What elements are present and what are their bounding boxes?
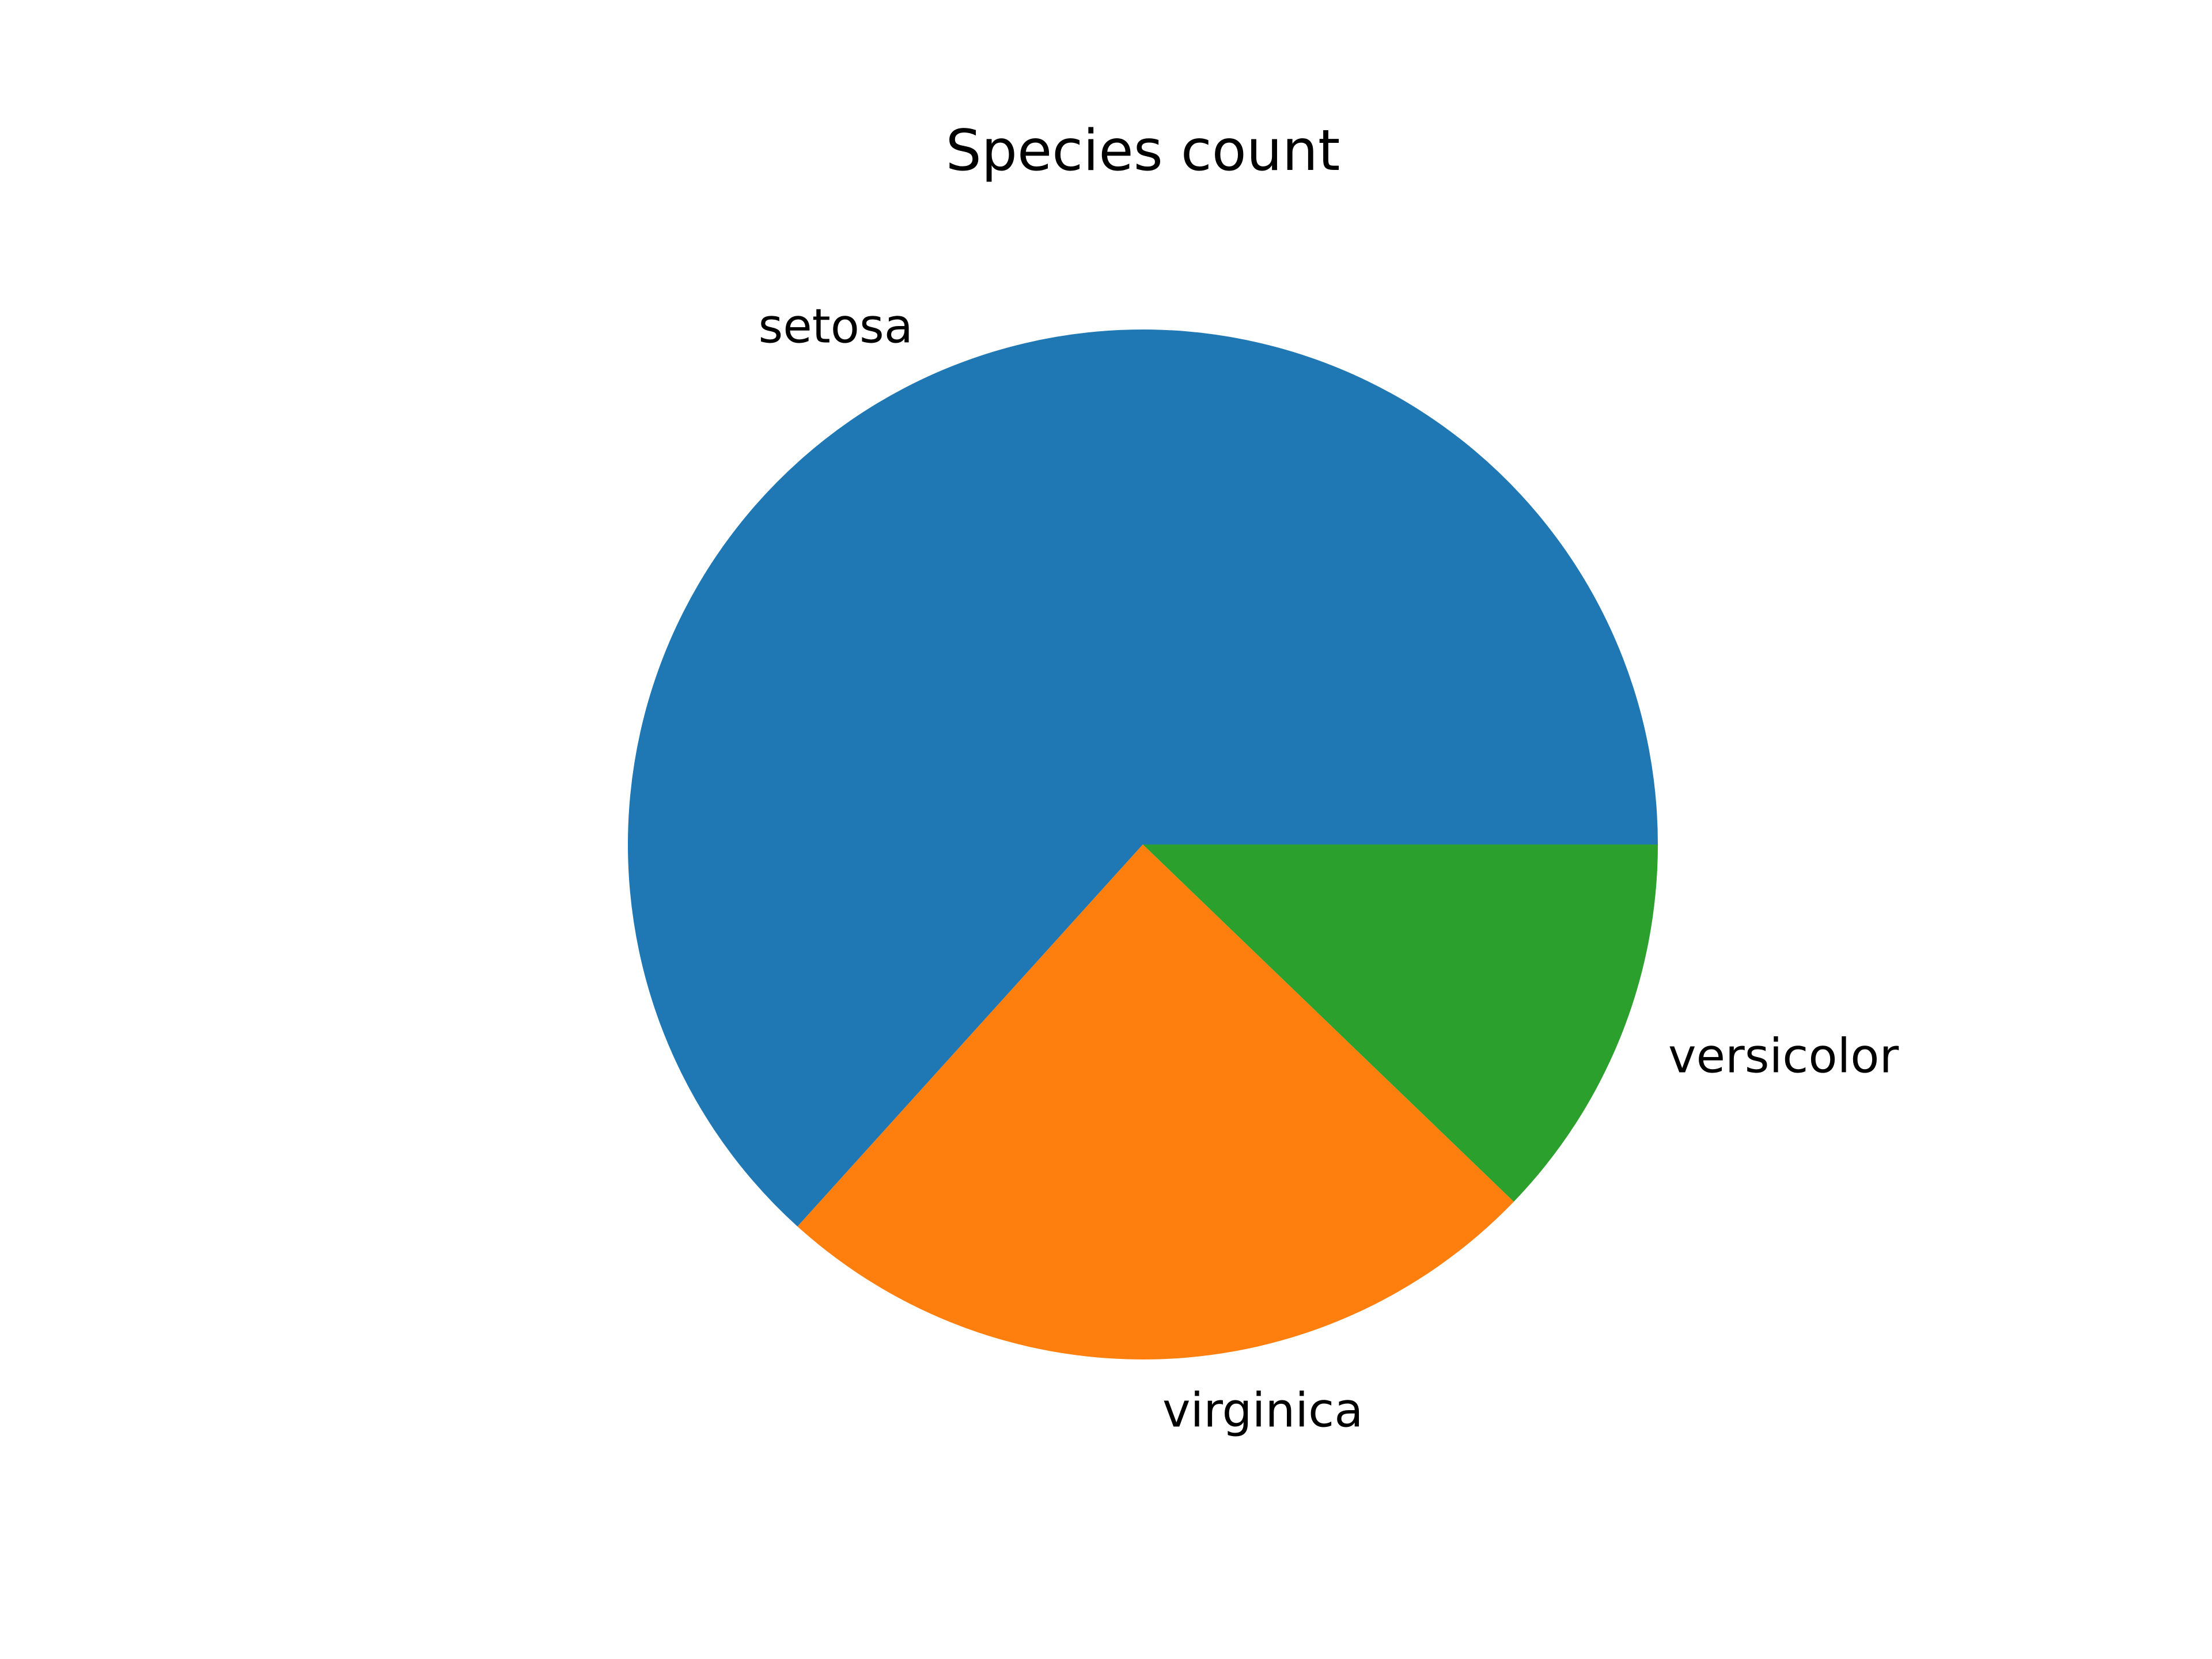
pie-slice-versicolor	[1143, 844, 1658, 1202]
pie-label-virginica: virginica	[1162, 1383, 1363, 1438]
pie-label-versicolor: versicolor	[1668, 1029, 1899, 1084]
pie-slice-setosa	[628, 329, 1658, 1227]
pie-label-setosa: setosa	[758, 300, 912, 354]
chart-title: Species count	[946, 118, 1340, 184]
pie-slice-labels: setosa virginica versicolor	[758, 300, 1899, 1438]
pie-slices	[628, 329, 1658, 1359]
pie-slice-virginica	[797, 844, 1514, 1359]
